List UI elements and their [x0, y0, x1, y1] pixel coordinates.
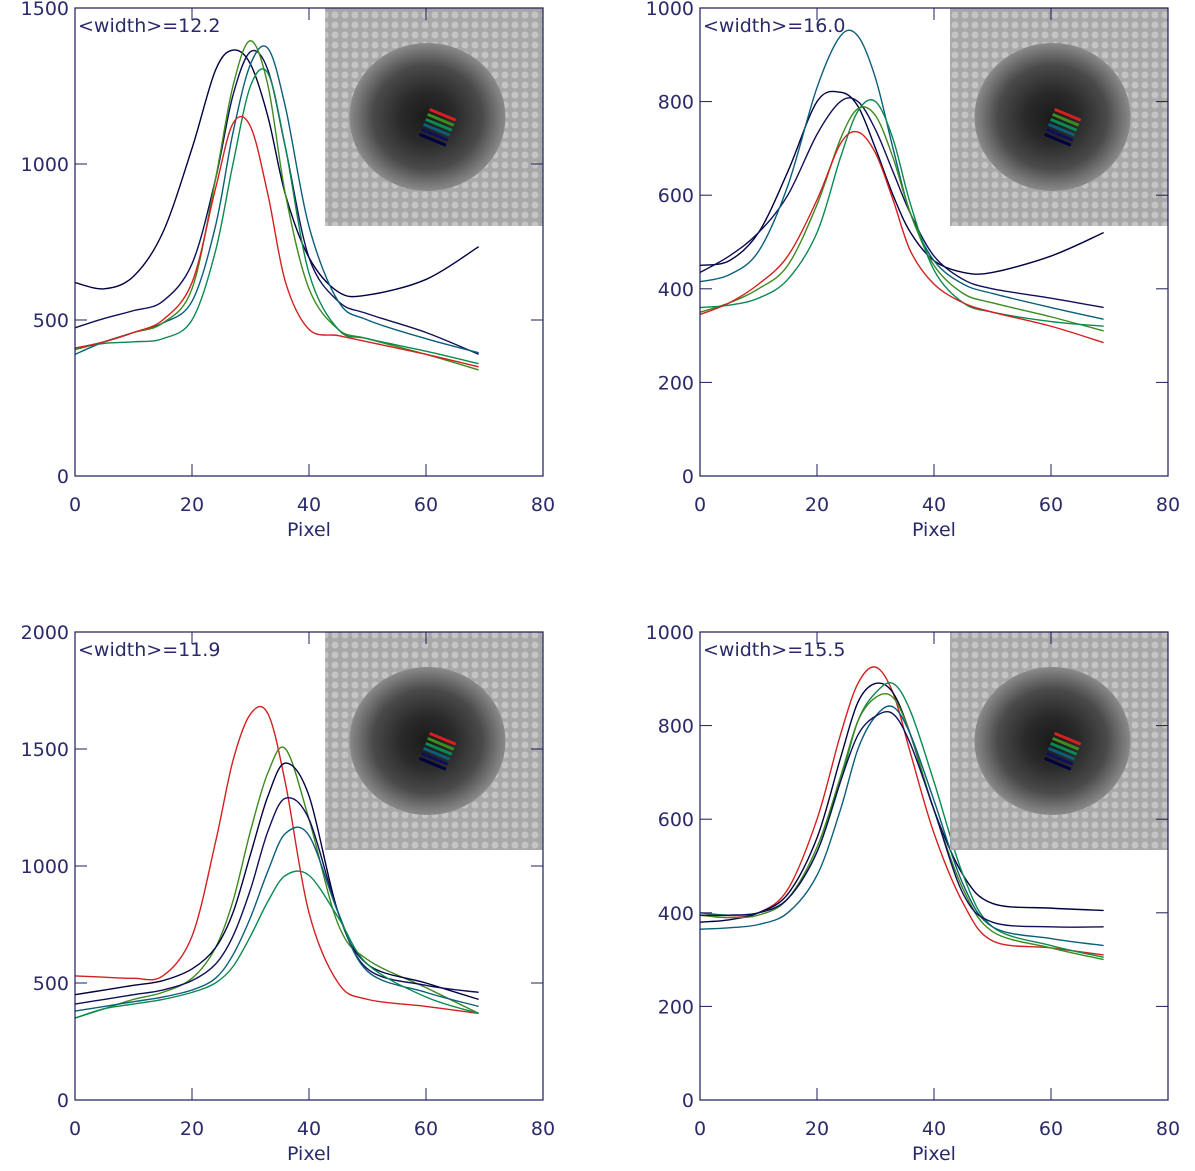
data-line	[699, 106, 1104, 332]
x-tick-label: 0	[694, 1118, 706, 1140]
y-tick-label: 0	[682, 1090, 694, 1112]
inset-slit	[1046, 751, 1074, 766]
inset-slit	[423, 122, 451, 137]
inset-sunspot	[349, 667, 506, 815]
x-tick-label: 20	[180, 1118, 204, 1140]
x-tick-label: 80	[1156, 1118, 1180, 1140]
x-tick-label: 80	[1156, 494, 1180, 516]
inset-slit	[1052, 112, 1080, 127]
inset-slit	[425, 741, 453, 756]
y-tick-label: 2000	[21, 622, 69, 644]
y-tick-label: 1000	[646, 0, 694, 20]
x-tick-label: 60	[414, 494, 438, 516]
inset-slit	[1050, 741, 1078, 756]
annotation: <width>=11.9	[78, 639, 220, 661]
y-tick-label: 1000	[21, 856, 69, 878]
data-line	[74, 705, 479, 1015]
inset-slit	[1054, 731, 1082, 746]
y-tick-label: 500	[33, 973, 69, 995]
data-line	[699, 710, 1104, 928]
y-tick-label: 600	[658, 185, 694, 207]
x-tick-label: 60	[1039, 1118, 1063, 1140]
data-line	[699, 682, 1104, 923]
x-tick-label: 60	[414, 1118, 438, 1140]
inset-slit	[427, 112, 455, 127]
x-tick-label: 80	[531, 494, 555, 516]
x-tick-label: 20	[805, 494, 829, 516]
x-axis-label: Pixel	[287, 1143, 331, 1165]
inset-slit	[1048, 746, 1076, 761]
inset-slit	[1044, 132, 1072, 147]
x-axis-label: Pixel	[912, 519, 956, 541]
inset-slit	[429, 107, 457, 122]
x-tick-label: 60	[1039, 494, 1063, 516]
inset-slit	[1046, 127, 1074, 142]
y-tick-label: 400	[658, 279, 694, 301]
y-tick-label: 1000	[21, 154, 69, 176]
x-tick-label: 20	[180, 494, 204, 516]
x-tick-label: 0	[69, 494, 81, 516]
data-line	[74, 49, 479, 355]
x-tick-label: 20	[805, 1118, 829, 1140]
data-line	[74, 115, 479, 368]
y-tick-label: 200	[658, 996, 694, 1018]
inset-slit	[1048, 122, 1076, 137]
inset-slit	[1052, 736, 1080, 751]
y-tick-label: 0	[57, 1090, 69, 1112]
y-tick-label: 200	[658, 372, 694, 394]
data-line	[74, 870, 479, 1019]
inset-slit	[429, 731, 457, 746]
y-tick-label: 1000	[646, 622, 694, 644]
data-line	[74, 826, 479, 1012]
y-tick-label: 1500	[21, 0, 69, 20]
y-tick-label: 600	[658, 809, 694, 831]
x-tick-label: 40	[297, 494, 321, 516]
y-tick-label: 1500	[21, 739, 69, 761]
inset-sunspot	[974, 43, 1131, 191]
data-line	[699, 97, 1104, 309]
annotation: <width>=16.0	[703, 15, 845, 37]
inset-slit	[423, 746, 451, 761]
x-tick-label: 40	[922, 1118, 946, 1140]
inset-slit	[421, 127, 449, 142]
y-tick-label: 0	[682, 466, 694, 488]
x-axis-label: Pixel	[287, 519, 331, 541]
inset-slit	[427, 736, 455, 751]
x-axis-label: Pixel	[912, 1143, 956, 1165]
data-line	[74, 40, 479, 371]
annotation: <width>=12.2	[78, 15, 220, 37]
data-line	[699, 29, 1104, 320]
data-line	[74, 762, 479, 1001]
x-tick-label: 0	[694, 494, 706, 516]
inset-slit	[1044, 756, 1072, 771]
inset-slit	[419, 756, 447, 771]
inset-slit	[1050, 117, 1078, 132]
annotation: <width>=15.5	[703, 639, 845, 661]
inset-slit	[419, 132, 447, 147]
data-line	[74, 68, 479, 365]
y-tick-label: 800	[658, 92, 694, 114]
data-line	[699, 90, 1104, 275]
inset-slit	[421, 751, 449, 766]
x-tick-label: 40	[297, 1118, 321, 1140]
x-tick-label: 40	[922, 494, 946, 516]
x-tick-label: 0	[69, 1118, 81, 1140]
y-tick-label: 500	[33, 310, 69, 332]
y-tick-label: 400	[658, 903, 694, 925]
data-line	[699, 693, 1104, 961]
data-line	[699, 666, 1104, 956]
inset-slit	[425, 117, 453, 132]
data-line	[699, 130, 1104, 344]
x-tick-label: 80	[531, 1118, 555, 1140]
y-tick-label: 800	[658, 716, 694, 738]
data-line	[699, 99, 1104, 327]
inset-sunspot	[349, 43, 506, 191]
inset-sunspot	[974, 667, 1131, 815]
y-tick-label: 0	[57, 466, 69, 488]
inset-slit	[1054, 107, 1082, 122]
